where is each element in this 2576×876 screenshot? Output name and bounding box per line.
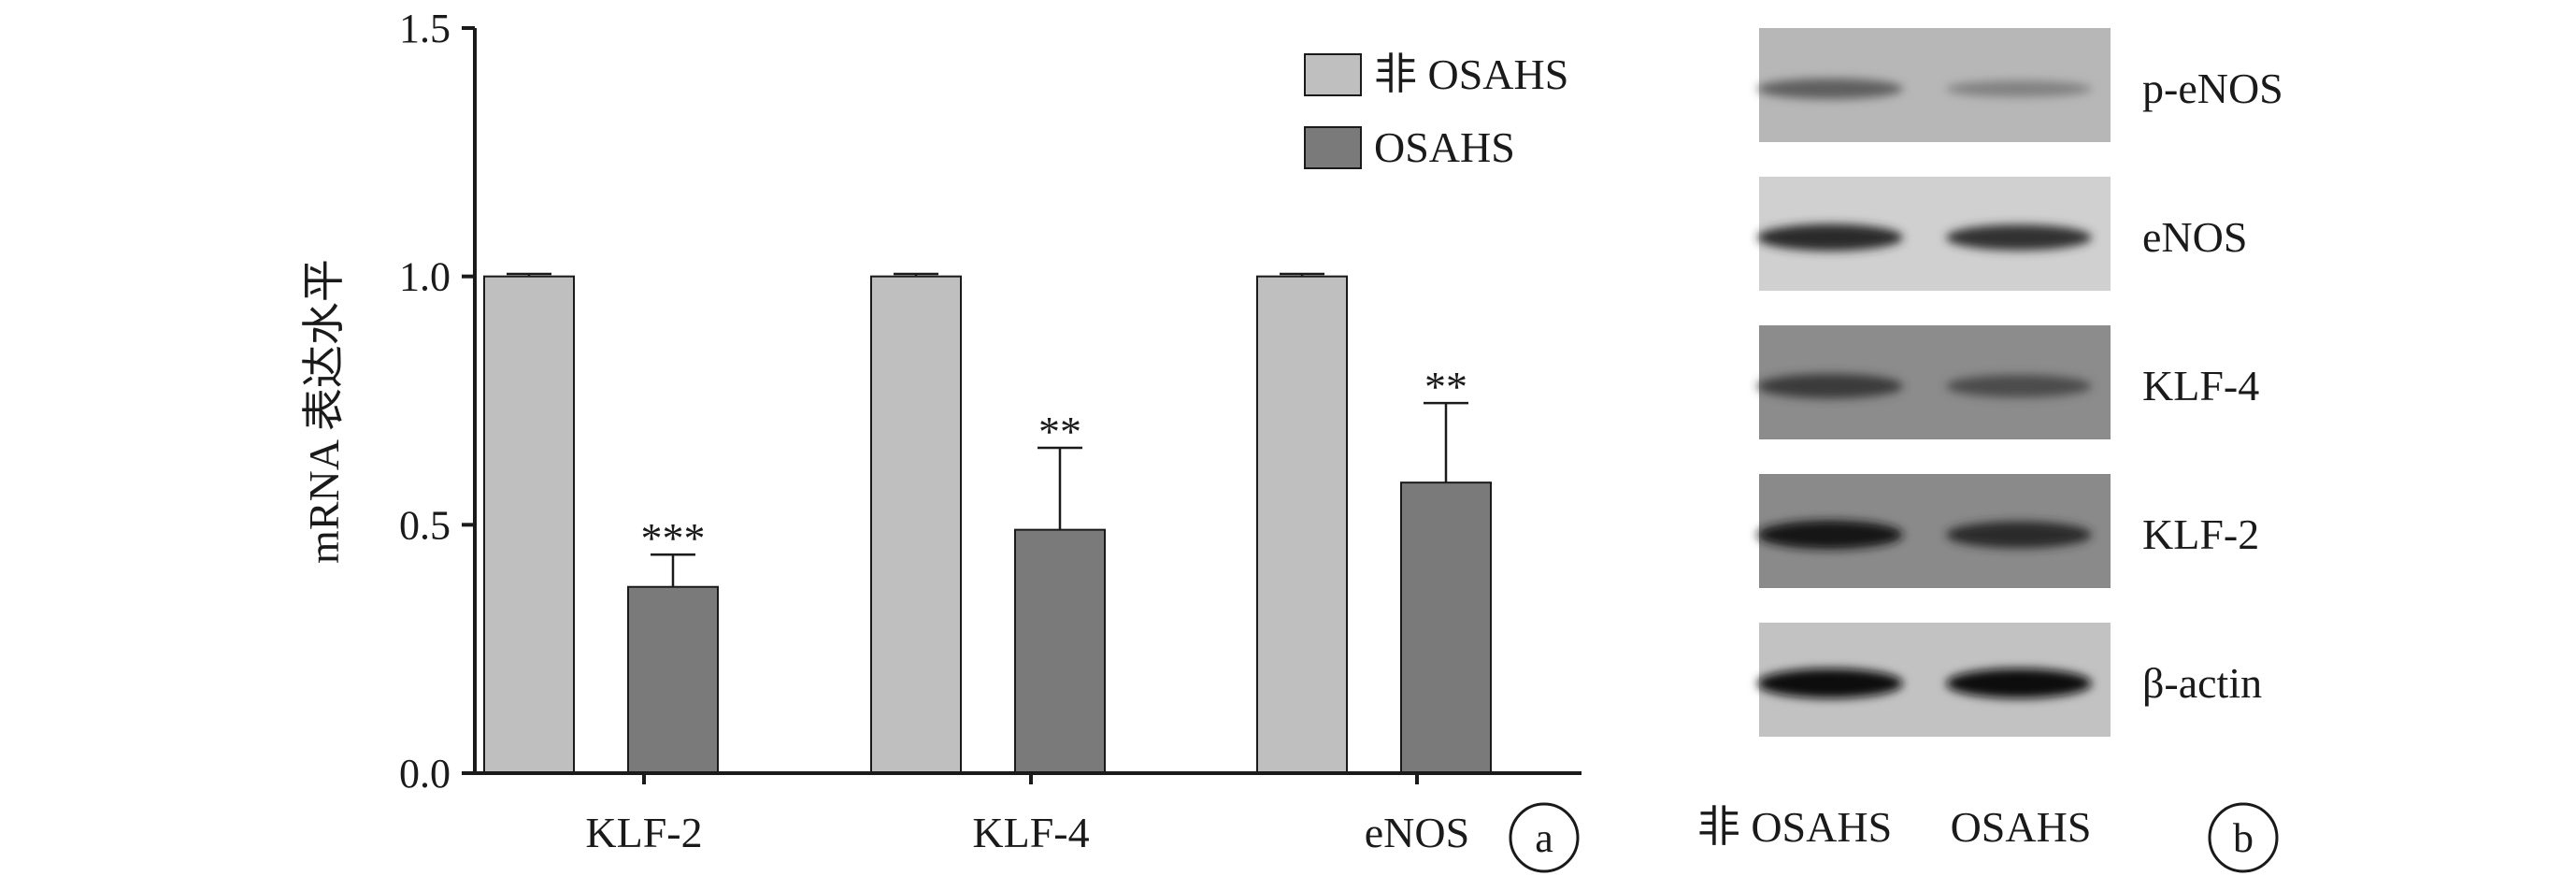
panel-label-a-text: a (1535, 815, 1553, 861)
y-tick-label-3: 1.5 (399, 6, 451, 51)
blot-label-klf4: KLF-4 (2142, 362, 2259, 409)
significance-layer: ******* (641, 363, 1468, 562)
panel-label-a-circle (1509, 802, 1580, 873)
bars-layer (483, 275, 1492, 774)
y-axis-label: mRNA 表达水平 (300, 259, 348, 564)
panel-label-b-circle (2208, 802, 2279, 873)
blot-column-label-osahs: OSAHS (1951, 803, 2092, 851)
western-blot-panel: p-eNOS eNOS KLF-4 KLF-2 β-actin 非 OSAHS OSAH… (1697, 28, 2283, 873)
blot-band-actin-lane-1 (1946, 668, 2092, 698)
bar-klf-2-series-1 (627, 585, 719, 774)
legend-label-0: 非 OSAHS (1374, 50, 1568, 98)
bar-enos-series-1 (1400, 481, 1492, 774)
blot-row-labels: p-eNOS eNOS KLF-4 KLF-2 β-actin (2142, 65, 2283, 707)
y-tick-label-1: 0.5 (399, 502, 451, 548)
blot-band-klf2-lane-1 (1946, 521, 2092, 549)
x-axis-category-ticks (642, 773, 1419, 784)
bar-klf-2-series-0 (483, 275, 575, 774)
blot-column-label-control: 非 OSAHS (1697, 803, 1892, 851)
x-axis-labels: KLF-2 KLF-4 eNOS (585, 809, 1469, 856)
bar-klf-4-series-0 (870, 275, 962, 774)
blot-band-penos-lane-1 (1946, 80, 2092, 97)
bar-klf-4-series-1 (1014, 528, 1106, 774)
blot-band-klf4-lane-0 (1757, 373, 1903, 399)
legend-swatch-1 (1304, 126, 1362, 169)
x-label-enos: eNOS (1365, 809, 1469, 856)
blot-band-enos-lane-0 (1757, 223, 1903, 251)
blot-label-klf2: KLF-2 (2142, 510, 2259, 558)
error-bars-layer (507, 272, 1468, 587)
legend: 非 OSAHS OSAHS (1304, 50, 1568, 171)
blot-band-klf2-lane-0 (1757, 520, 1903, 550)
legend-swatch-0 (1304, 53, 1362, 96)
panel-label-a: a (1509, 802, 1580, 873)
y-tick-label-0: 0.0 (399, 751, 451, 797)
legend-label-1: OSAHS (1374, 123, 1515, 171)
blot-label-enos: eNOS (2142, 213, 2247, 261)
significance-klf-2: *** (641, 514, 706, 562)
bar-enos-series-0 (1256, 275, 1348, 774)
panel-label-b-text: b (2233, 815, 2254, 861)
significance-klf-4: ** (1038, 408, 1081, 455)
blot-band-actin-lane-0 (1757, 668, 1903, 698)
blot-lanes (1757, 28, 2111, 737)
panel-label-b: b (2208, 802, 2279, 873)
bar-chart-panel: ******* 0.00.51.01.5 KLF-2 KLF-4 eNOS mRNA… (300, 6, 1581, 873)
blot-label-penos: p-eNOS (2142, 65, 2283, 112)
blot-band-penos-lane-0 (1757, 78, 1903, 100)
blot-label-actin: β-actin (2142, 659, 2262, 707)
y-axis-ticks: 0.0 0.5 1.0 1.5 (399, 6, 475, 797)
blot-band-klf4-lane-1 (1946, 374, 2092, 398)
y-tick-label-2: 1.0 (399, 254, 451, 300)
x-label-klf-2: KLF-2 (585, 809, 702, 856)
significance-enos: ** (1424, 363, 1467, 410)
blot-band-enos-lane-1 (1946, 224, 2092, 251)
x-label-klf-4: KLF-4 (972, 809, 1089, 856)
